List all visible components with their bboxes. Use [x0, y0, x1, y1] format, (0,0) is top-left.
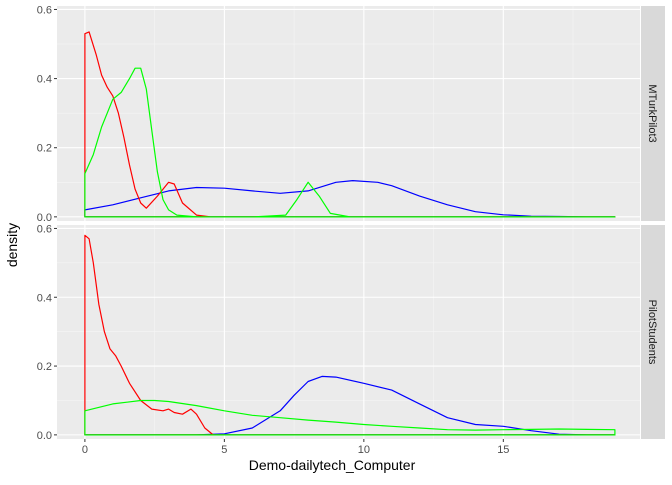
x-axis-label: Demo-dailytech_Computer: [249, 457, 416, 473]
x-tick-label: 10: [358, 444, 370, 456]
facet-strip-label: PilotStudents: [646, 300, 658, 365]
y-tick-label: 0.4: [37, 74, 52, 86]
density-series-0: [84, 375, 616, 436]
facet-strip: [641, 6, 665, 221]
panel-background: [57, 225, 640, 439]
y-tick-label: 0.4: [37, 292, 52, 304]
y-tick-label: 0.2: [37, 361, 52, 373]
y-tick-label: 0.6: [37, 4, 52, 16]
density-series-2: [84, 399, 616, 436]
facet-panel-0: 0.0 0.2 0.4 0.6 MTurkPilot3: [37, 4, 665, 224]
y-tick-label: 0.0: [37, 430, 52, 442]
x-tick-label: 15: [497, 444, 509, 456]
y-tick-label: 0.0: [37, 212, 52, 224]
y-tick-label: 0.6: [37, 223, 52, 235]
facet-strip-label: MTurkPilot3: [646, 84, 658, 142]
x-tick-label: 5: [221, 444, 227, 456]
y-axis-label: density: [4, 223, 20, 267]
density-series-2: [84, 67, 616, 218]
facet-panels: 0.0 0.2 0.4 0.6 MTurkPilot3 0.0 0.2 0.4 0.6 Pilot…: [37, 4, 665, 442]
panel-background: [57, 6, 640, 221]
facet-panel-1: 0.0 0.2 0.4 0.6 PilotStudents: [37, 223, 665, 442]
facet-strip: [641, 225, 665, 439]
y-tick-label: 0.2: [37, 143, 52, 155]
x-tick-label: 0: [82, 444, 88, 456]
axes: 0 5 10 15: [82, 439, 509, 456]
density-series-1: [84, 234, 616, 436]
